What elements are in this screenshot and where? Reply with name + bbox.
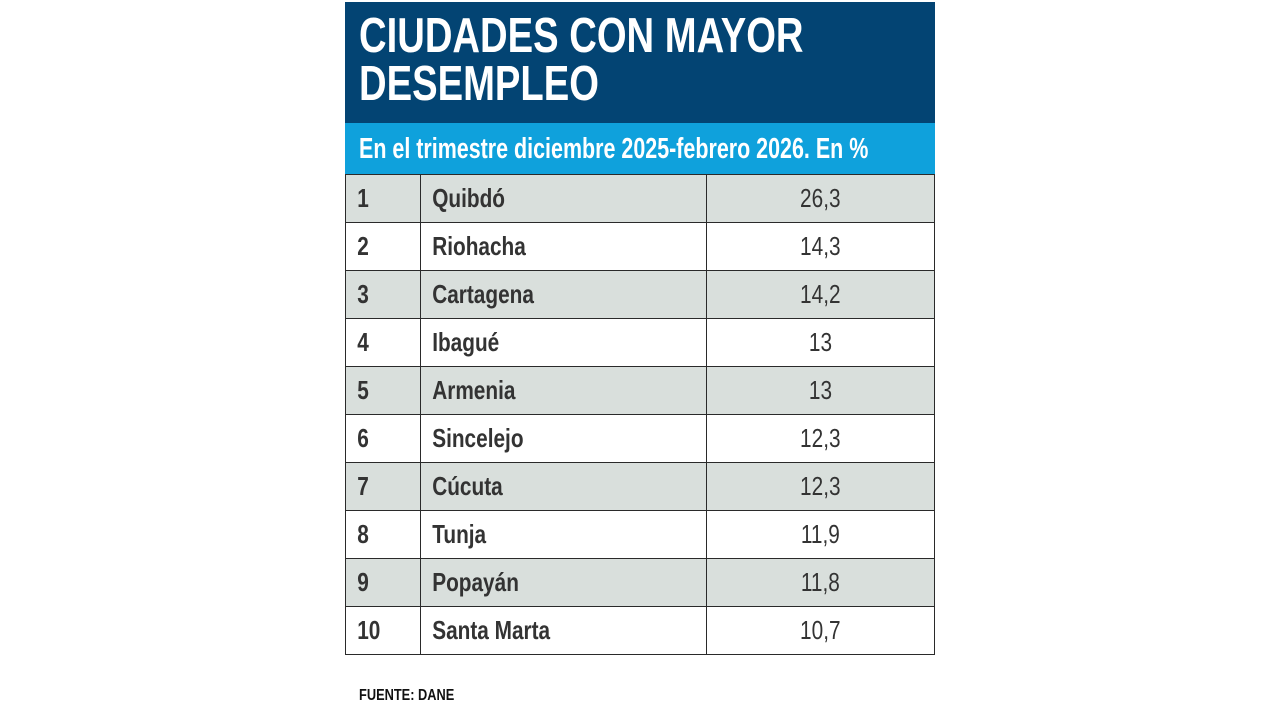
rank-cell: 6 [345,414,421,463]
value-cell-text: 12,3 [800,423,841,453]
value-cell: 26,3 [706,174,935,223]
rank-cell-text: 6 [357,423,369,453]
table-card: CIUDADES CON MAYOR DESEMPLEO En el trime… [345,2,935,655]
city-cell: Cúcuta [420,462,707,511]
title-banner: CIUDADES CON MAYOR DESEMPLEO [345,2,935,123]
value-cell-text: 13 [808,375,833,405]
value-cell: 12,3 [706,462,935,511]
table-row: 1 Quibdó 26,3 [345,174,935,223]
value-cell-text: 13 [808,327,833,357]
value-cell: 14,3 [706,222,935,271]
rank-cell: 2 [345,222,421,271]
source-note: FUENTE: DANE [359,687,455,704]
chart-title: CIUDADES CON MAYOR DESEMPLEO [359,9,804,111]
value-cell-text: 10,7 [800,615,841,645]
rank-cell: 4 [345,318,421,367]
rank-cell: 8 [345,510,421,559]
city-cell: Sincelejo [420,414,707,463]
city-cell: Santa Marta [420,606,707,655]
city-cell-text: Riohacha [432,231,526,261]
table-row: 10 Santa Marta 10,7 [345,606,935,655]
city-cell: Quibdó [420,174,707,223]
value-cell: 13 [706,366,935,415]
city-cell: Ibagué [420,318,707,367]
value-cell-text: 14,2 [800,279,841,309]
data-table: 1 Quibdó 26,3 2 Riohacha 14,3 3 Cartagena 14,2 4 I… [345,174,935,655]
value-cell-text: 11,9 [801,519,840,549]
value-cell-text: 11,8 [801,567,840,597]
value-cell: 10,7 [706,606,935,655]
city-cell-text: Popayán [432,567,519,597]
table-row: 7 Cúcuta 12,3 [345,462,935,511]
rank-cell: 9 [345,558,421,607]
rank-cell: 5 [345,366,421,415]
title-line-1: CIUDADES CON MAYOR [359,9,804,63]
value-cell-text: 12,3 [800,471,841,501]
table-row: 6 Sincelejo 12,3 [345,414,935,463]
value-cell: 14,2 [706,270,935,319]
city-cell-text: Cúcuta [432,471,503,501]
rank-cell: 10 [345,606,421,655]
subtitle-banner: En el trimestre diciembre 2025-febrero 2… [345,123,935,174]
rank-cell: 3 [345,270,421,319]
city-cell: Popayán [420,558,707,607]
rank-cell: 1 [345,174,421,223]
title-line-2: DESEMPLEO [359,57,599,111]
city-cell-text: Cartagena [432,279,534,309]
city-cell-text: Santa Marta [432,615,551,645]
table-row: 9 Popayán 11,8 [345,558,935,607]
value-cell: 11,9 [706,510,935,559]
city-cell-text: Tunja [432,519,487,549]
table-row: 2 Riohacha 14,3 [345,222,935,271]
value-cell: 11,8 [706,558,935,607]
table-row: 3 Cartagena 14,2 [345,270,935,319]
rank-cell-text: 10 [357,615,381,645]
city-cell: Riohacha [420,222,707,271]
table-row: 8 Tunja 11,9 [345,510,935,559]
chart-subtitle: En el trimestre diciembre 2025-febrero 2… [359,133,869,165]
rank-cell-text: 1 [357,183,369,213]
rank-cell-text: 2 [357,231,369,261]
table-row: 4 Ibagué 13 [345,318,935,367]
rank-cell: 7 [345,462,421,511]
rank-cell-text: 7 [357,471,369,501]
rank-cell-text: 5 [357,375,369,405]
city-cell-text: Sincelejo [432,423,524,453]
table-row: 5 Armenia 13 [345,366,935,415]
city-cell: Cartagena [420,270,707,319]
city-cell-text: Quibdó [432,183,505,213]
value-cell: 12,3 [706,414,935,463]
city-cell-text: Armenia [432,375,516,405]
value-cell-text: 26,3 [800,183,841,213]
value-cell: 13 [706,318,935,367]
rank-cell-text: 8 [357,519,369,549]
city-cell: Armenia [420,366,707,415]
rank-cell-text: 9 [357,567,369,597]
city-cell: Tunja [420,510,707,559]
city-cell-text: Ibagué [432,327,500,357]
value-cell-text: 14,3 [800,231,841,261]
rank-cell-text: 4 [357,327,369,357]
rank-cell-text: 3 [357,279,369,309]
